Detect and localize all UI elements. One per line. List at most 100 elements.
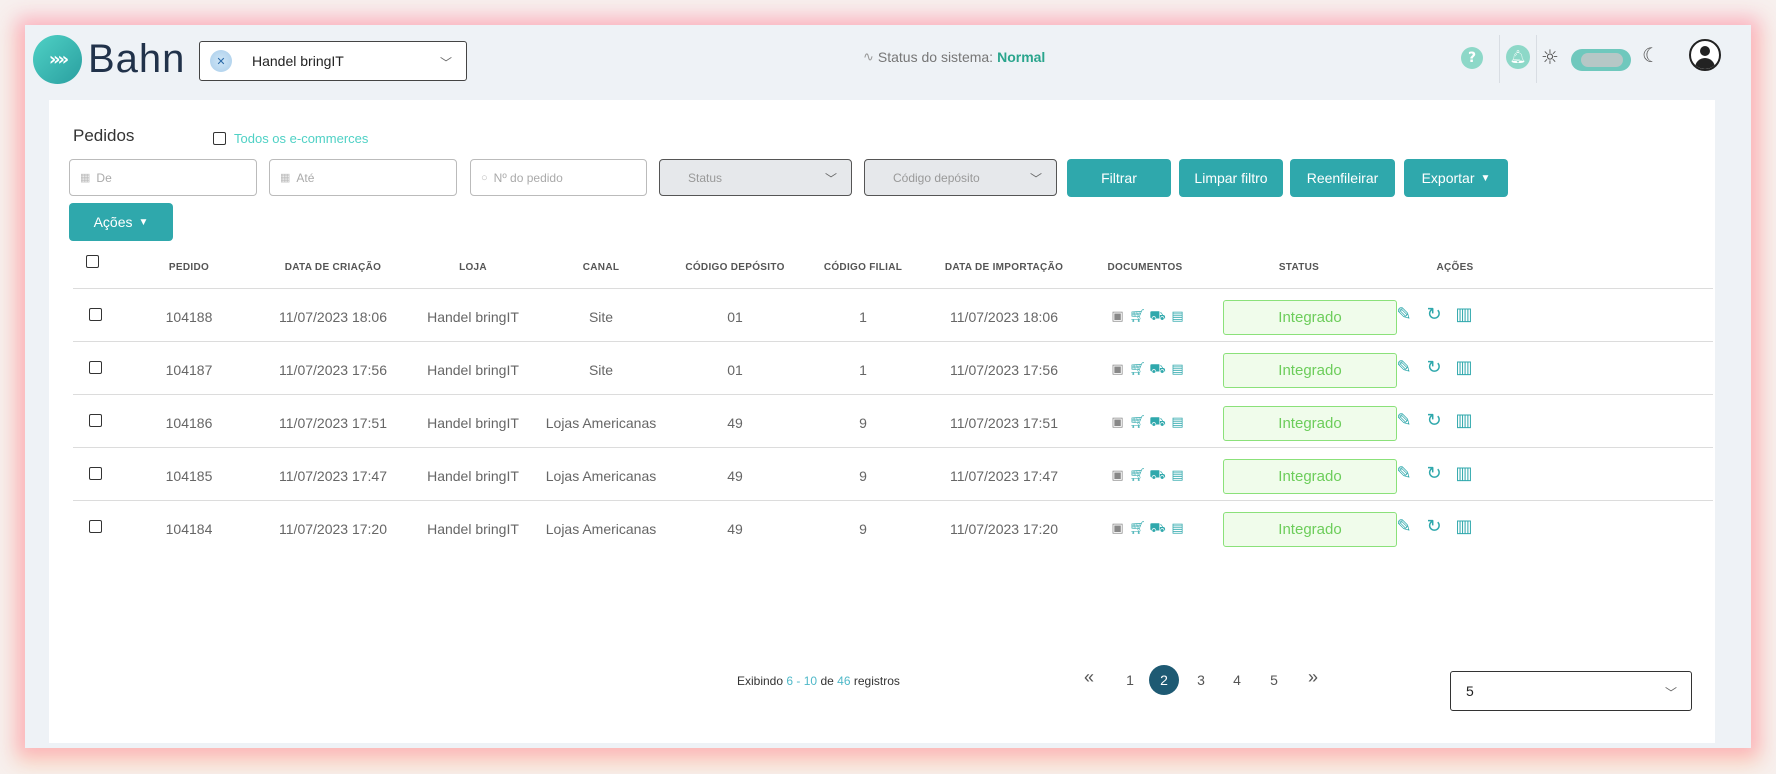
date-to-placeholder: Até (296, 170, 315, 185)
deposit-code-select[interactable]: Código depósito ﹀ (864, 159, 1057, 196)
row-checkbox[interactable] (89, 520, 102, 533)
truck-icon[interactable]: ⛟ (1149, 309, 1166, 324)
date-from-input[interactable]: ▦ De (69, 159, 257, 196)
edit-icon[interactable]: ✎ (1396, 304, 1412, 325)
refresh-icon[interactable]: ↻ (1426, 463, 1442, 484)
invoice-icon[interactable]: ▤ (1171, 362, 1184, 377)
user-avatar-icon[interactable] (1689, 39, 1721, 71)
select-all-checkbox[interactable] (86, 255, 99, 268)
column-header[interactable]: PEDIDO (168, 262, 210, 273)
page-title: Pedidos (73, 126, 135, 145)
edit-icon[interactable]: ✎ (1396, 410, 1412, 431)
edit-icon[interactable]: ✎ (1396, 463, 1412, 484)
clipboard-icon[interactable]: ▥ (1455, 410, 1473, 431)
row-actions: ✎ ↻ ▥ (1393, 304, 1475, 325)
divider (1536, 35, 1537, 83)
edit-icon[interactable]: ✎ (1396, 357, 1412, 378)
clipboard-icon[interactable]: ▥ (1455, 516, 1473, 537)
cart-icon[interactable]: 🛒︎ (1129, 309, 1146, 324)
cell-order[interactable]: 104186 (165, 415, 213, 431)
refresh-icon[interactable]: ↻ (1426, 357, 1442, 378)
store-select[interactable]: ✕ Handel bringIT ﹀ (199, 41, 467, 81)
truck-icon[interactable]: ⛟ (1149, 415, 1166, 430)
per-page-select[interactable]: 5 ﹀ (1450, 671, 1692, 711)
cart-icon[interactable]: 🛒︎ (1129, 415, 1146, 430)
cell-store: Handel bringIT (427, 521, 519, 537)
app-logo[interactable]: »» Bahn (33, 35, 185, 84)
row-checkbox[interactable] (89, 414, 102, 427)
cart-icon[interactable]: 🛒︎ (1129, 362, 1146, 377)
table-row: 104188 11/07/2023 18:06 Handel bringIT S… (73, 288, 1713, 348)
column-header[interactable]: CÓDIGO FILIAL (823, 262, 903, 273)
notification-bell-icon[interactable]: 🔔︎ (1506, 45, 1530, 69)
column-header[interactable]: STATUS (1278, 262, 1320, 273)
refresh-icon[interactable]: ↻ (1426, 410, 1442, 431)
row-actions: ✎ ↻ ▥ (1393, 463, 1475, 484)
documents-group: ▣ 🛒︎ ⛟ ▤ (1109, 309, 1186, 326)
truck-icon[interactable]: ⛟ (1149, 362, 1166, 377)
box-icon[interactable]: ▣ (1111, 468, 1124, 483)
clipboard-icon[interactable]: ▥ (1455, 304, 1473, 325)
filter-button[interactable]: Filtrar (1067, 159, 1171, 197)
cell-store: Handel bringIT (427, 415, 519, 431)
clear-filter-button[interactable]: Limpar filtro (1179, 159, 1283, 197)
refresh-icon[interactable]: ↻ (1426, 304, 1442, 325)
cell-order[interactable]: 104187 (165, 362, 213, 378)
export-button[interactable]: Exportar ▼ (1404, 159, 1508, 197)
theme-toggle[interactable] (1571, 49, 1631, 71)
cart-icon[interactable]: 🛒︎ (1129, 521, 1146, 536)
cell-branch: 9 (859, 415, 867, 431)
row-checkbox[interactable] (89, 467, 102, 480)
status-select[interactable]: Status ﹀ (659, 159, 852, 196)
page-link[interactable]: 3 (1197, 672, 1205, 688)
page-link[interactable]: 1 (1126, 672, 1134, 688)
cell-order[interactable]: 104184 (165, 521, 213, 537)
cell-order[interactable]: 104188 (165, 309, 213, 325)
row-checkbox[interactable] (89, 361, 102, 374)
page-link[interactable]: 4 (1233, 672, 1241, 688)
cell-imported: 11/07/2023 17:20 (950, 521, 1058, 537)
truck-icon[interactable]: ⛟ (1149, 468, 1166, 483)
column-header[interactable]: CÓDIGO DEPÓSITO (685, 262, 785, 273)
page-link[interactable]: 5 (1270, 672, 1278, 688)
column-header[interactable]: LOJA (459, 262, 487, 273)
invoice-icon[interactable]: ▤ (1171, 415, 1184, 430)
invoice-icon[interactable]: ▤ (1171, 521, 1184, 536)
system-status: ∿ Status do sistema: Normal (863, 49, 1045, 65)
requeue-button[interactable]: Reenfileirar (1290, 159, 1395, 197)
actions-button-label: Ações (93, 214, 133, 230)
invoice-icon[interactable]: ▤ (1171, 468, 1184, 483)
edit-icon[interactable]: ✎ (1396, 516, 1412, 537)
page-link-active[interactable]: 2 (1149, 665, 1179, 695)
cell-deposit: 49 (727, 521, 743, 537)
cell-channel: Lojas Americanas (545, 415, 657, 431)
last-page-icon[interactable]: » (1307, 667, 1319, 687)
clipboard-icon[interactable]: ▥ (1455, 463, 1473, 484)
column-header[interactable]: CANAL (582, 262, 620, 273)
truck-icon[interactable]: ⛟ (1149, 521, 1166, 536)
actions-button[interactable]: Ações ▼ (69, 203, 173, 241)
cart-icon[interactable]: 🛒︎ (1129, 468, 1146, 483)
documents-group: ▣ 🛒︎ ⛟ ▤ (1109, 415, 1186, 432)
cell-branch: 1 (859, 309, 867, 325)
refresh-icon[interactable]: ↻ (1426, 516, 1442, 537)
box-icon[interactable]: ▣ (1111, 521, 1124, 536)
date-to-input[interactable]: ▦ Até (269, 159, 457, 196)
help-icon[interactable]: ? (1461, 47, 1483, 69)
row-checkbox[interactable] (89, 308, 102, 321)
cell-deposit: 01 (727, 309, 743, 325)
box-icon[interactable]: ▣ (1111, 309, 1124, 324)
invoice-icon[interactable]: ▤ (1171, 309, 1184, 324)
checkbox[interactable] (213, 132, 226, 145)
system-status-label: Status do sistema: (877, 49, 994, 65)
column-header[interactable]: DATA DE IMPORTAÇÃO (944, 262, 1064, 273)
box-icon[interactable]: ▣ (1111, 415, 1124, 430)
box-icon[interactable]: ▣ (1111, 362, 1124, 377)
cell-order[interactable]: 104185 (165, 468, 213, 484)
all-ecommerce-checkbox[interactable]: Todos os e-commerces (213, 131, 368, 146)
first-page-icon[interactable]: « (1083, 667, 1095, 687)
column-header[interactable]: DATA DE CRIAÇÃO (284, 262, 382, 273)
order-number-input[interactable]: ○ Nº do pedido (470, 159, 647, 196)
clipboard-icon[interactable]: ▥ (1455, 357, 1473, 378)
table-row: 104186 11/07/2023 17:51 Handel bringIT L… (73, 394, 1713, 454)
